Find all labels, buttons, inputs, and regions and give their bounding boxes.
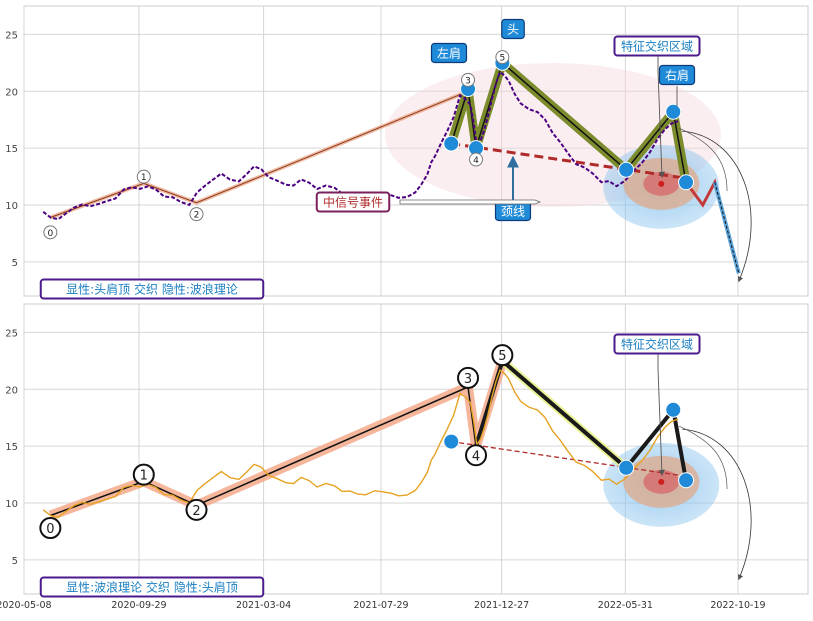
x-tick-label: 2022-10-19 xyxy=(710,600,765,611)
neckline xyxy=(451,142,691,181)
wave-marker xyxy=(491,344,514,367)
y-tick-label: 10 xyxy=(5,499,18,510)
wave-marker xyxy=(495,50,510,65)
y-tick-label: 5 xyxy=(12,258,18,269)
y-tick-label: 15 xyxy=(5,144,18,155)
feature-zone-label: 特征交织区域 xyxy=(621,337,693,352)
projection-arrow-inner xyxy=(678,127,728,192)
y-tick-label: 25 xyxy=(5,30,18,41)
right-shoulder-label: 右肩 xyxy=(665,68,689,83)
wave-marker xyxy=(132,463,155,486)
pivot-dot xyxy=(665,401,682,418)
wave-marker xyxy=(43,225,58,240)
feature-zone-label: 特征交织区域 xyxy=(621,39,693,54)
feature-zone-arrow xyxy=(657,56,665,179)
y-tick-label: 10 xyxy=(5,201,18,212)
x-tick-label: 2021-12-27 xyxy=(474,600,529,611)
pivot-dot xyxy=(678,174,695,191)
wave-marker-label: 2 xyxy=(192,504,200,519)
wave-marker xyxy=(136,169,151,184)
feature-zone-center xyxy=(658,478,665,485)
projection-arrow-inner xyxy=(678,425,728,490)
price-series xyxy=(42,368,679,518)
wave-marker-label: 1 xyxy=(141,173,147,183)
wave-marker-label: 2 xyxy=(194,211,200,221)
neckline-label: 颈线 xyxy=(501,205,525,219)
wave-marker-label: 1 xyxy=(140,469,148,484)
left-shoulder-label: 左肩 xyxy=(437,46,461,61)
wave-marker xyxy=(469,152,484,167)
feature-zone-arrow xyxy=(657,354,665,477)
feature-zone-label-box xyxy=(613,333,701,355)
caption-label-box xyxy=(39,278,265,300)
caption-label: 显性:头肩顶 交织 隐性:波浪理论 xyxy=(66,282,238,297)
feature-zone-label-box xyxy=(613,35,701,57)
wave-marker-label: 3 xyxy=(464,372,472,387)
wave-marker xyxy=(189,207,204,222)
head-label-box xyxy=(501,18,525,40)
mid-signal-label-box xyxy=(315,191,391,213)
feature-zone-center xyxy=(658,180,665,187)
x-tick-label: 2021-07-29 xyxy=(353,600,408,611)
wave-marker-label: 0 xyxy=(46,522,54,537)
wave-marker-label: 5 xyxy=(498,349,506,364)
y-tick-label: 20 xyxy=(5,87,18,98)
projection-tail-dash xyxy=(714,182,740,274)
wave-marker-label: 4 xyxy=(472,449,480,464)
y-tick-label: 5 xyxy=(12,556,18,567)
right-shoulder-label-box xyxy=(658,64,696,86)
y-tick-label: 20 xyxy=(5,385,18,396)
x-tick-label: 2020-05-08 xyxy=(0,600,52,611)
y-tick-label: 25 xyxy=(5,328,18,339)
projection-arrow xyxy=(682,130,752,283)
wave-marker xyxy=(465,444,488,467)
pivot-dot xyxy=(443,135,460,152)
pivot-dot xyxy=(678,472,695,489)
head-label: 头 xyxy=(507,23,519,37)
wave-marker-label: 3 xyxy=(465,76,471,86)
caption-label-box xyxy=(39,576,265,598)
wave-marker xyxy=(185,498,208,521)
wave-marker xyxy=(457,366,480,389)
pivot-dot xyxy=(618,161,635,178)
caption-label: 显性:波浪理论 交织 隐性:头肩顶 xyxy=(66,580,238,595)
x-tick-label: 2020-09-29 xyxy=(111,600,166,611)
wave-marker-label: 0 xyxy=(47,229,53,239)
wave-marker-label: 5 xyxy=(500,54,506,64)
pivot-dot xyxy=(618,459,635,476)
wave-marker xyxy=(39,517,62,540)
wave-line xyxy=(50,90,469,218)
x-tick-label: 2022-05-31 xyxy=(598,600,653,611)
wave-marker xyxy=(461,72,476,87)
neckline xyxy=(451,440,691,478)
left-shoulder-label-box xyxy=(430,42,468,64)
wave-marker-label: 4 xyxy=(473,156,479,166)
pivot-dot xyxy=(443,433,460,450)
price-series xyxy=(42,70,679,221)
mid-signal-arrow xyxy=(399,199,542,205)
x-tick-label: 2021-03-04 xyxy=(236,600,291,611)
projection-arrow xyxy=(682,428,752,581)
mid-signal-label: 中信号事件 xyxy=(323,195,383,210)
y-tick-label: 15 xyxy=(5,442,18,453)
pivot-dot xyxy=(665,103,682,120)
